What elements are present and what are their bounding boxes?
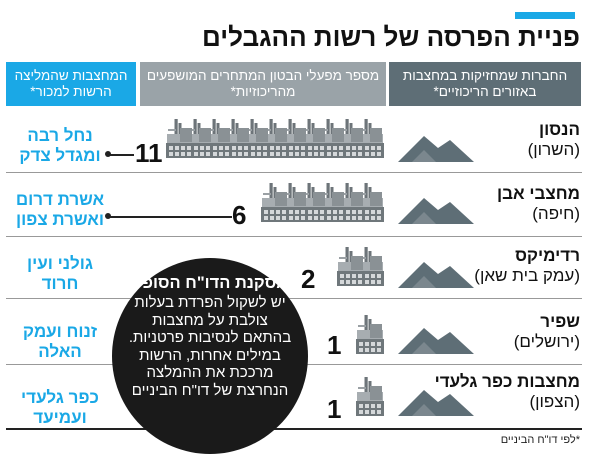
company-name: רדימיקס xyxy=(515,246,580,265)
conclusion-circle: מסקנת הדו"ח הסופי: יש לשקול הפרדת בעלות … xyxy=(112,258,308,454)
leader-line xyxy=(108,154,134,156)
page-title: פניית הפרסה של רשות ההגבלים xyxy=(202,22,580,52)
header-companies: החברות שמחזיקות במחצבות באזורים הריכוזיי… xyxy=(389,62,581,106)
concrete-plant-icon-group xyxy=(320,244,386,288)
concrete-plant-icon-group xyxy=(346,312,386,356)
gravel-pile-icon xyxy=(398,262,474,288)
company-cell: שפיר (ירושלים) xyxy=(460,312,580,352)
quarries-to-sell: אשרת דרום ואשרת צפון xyxy=(15,190,105,229)
gravel-pile-icon xyxy=(398,390,474,416)
company-name: הנסון xyxy=(539,120,580,139)
footnote: *לפי דו"ח הביניים xyxy=(500,434,580,446)
concrete-plant-icon xyxy=(337,247,365,286)
row-divider xyxy=(6,236,582,237)
company-region: (השרון) xyxy=(527,140,580,159)
conclusion-body: יש לשקול הפרדת בעלות צולבת על מחצבות בהת… xyxy=(128,294,292,399)
plant-count: 6 xyxy=(232,200,247,230)
concrete-plant-icon-group xyxy=(252,180,386,224)
quarries-to-sell: כפר גלעדי ועמיעד xyxy=(21,388,99,427)
row-divider xyxy=(6,298,582,299)
plant-count: 1 xyxy=(327,394,342,424)
concrete-plant-icon-group xyxy=(346,374,386,418)
company-cell: רדימיקס (עמק בית שאן) xyxy=(460,246,580,286)
plant-count: 2 xyxy=(301,264,316,294)
leader-dot xyxy=(105,213,111,219)
concrete-plant-icon xyxy=(356,377,384,416)
plant-count: 1 xyxy=(327,330,342,360)
company-region: (הצפון) xyxy=(529,392,580,411)
concrete-plant-icon xyxy=(356,315,384,354)
concrete-plant-icon-group xyxy=(158,116,386,160)
quarries-to-sell: גולני ועין חרוד xyxy=(26,254,94,293)
gravel-pile-icon xyxy=(398,198,474,224)
gravel-pile-icon xyxy=(398,136,474,162)
concrete-plant-icon xyxy=(166,119,194,158)
concrete-plant-icon xyxy=(261,183,289,222)
company-name: מחצבות כפר גלעדי xyxy=(434,372,580,391)
row-divider xyxy=(6,172,582,173)
company-name: מחצבי אבן xyxy=(497,184,580,203)
header-sell: המחצבות שהמליצה הרשות למכור* xyxy=(6,62,136,106)
leader-line xyxy=(108,216,232,218)
quarries-to-sell: זנוח ועמק האלה xyxy=(22,322,98,361)
company-cell: הנסון (השרון) xyxy=(460,120,580,160)
company-cell: מחצבי אבן (חיפה) xyxy=(460,184,580,224)
accent-bar xyxy=(515,12,575,19)
company-name: שפיר xyxy=(540,312,580,331)
quarries-to-sell: נחל רבה ומגדל צדק xyxy=(19,126,101,165)
header-plants: מספר מפעלי הבטון המתחרים המושפעים מהריכו… xyxy=(140,62,386,106)
gravel-pile-icon xyxy=(398,328,474,354)
conclusion-title: מסקנת הדו"ח הסופי: xyxy=(131,274,289,292)
table-bottom-rule xyxy=(6,428,582,430)
company-region: (חיפה) xyxy=(532,204,580,223)
company-region: (עמק בית שאן) xyxy=(474,266,580,285)
plant-count: 11 xyxy=(135,138,163,168)
company-cell: מחצבות כפר גלעדי (הצפון) xyxy=(434,372,580,412)
company-region: (ירושלים) xyxy=(513,332,580,351)
leader-dot xyxy=(105,151,111,157)
